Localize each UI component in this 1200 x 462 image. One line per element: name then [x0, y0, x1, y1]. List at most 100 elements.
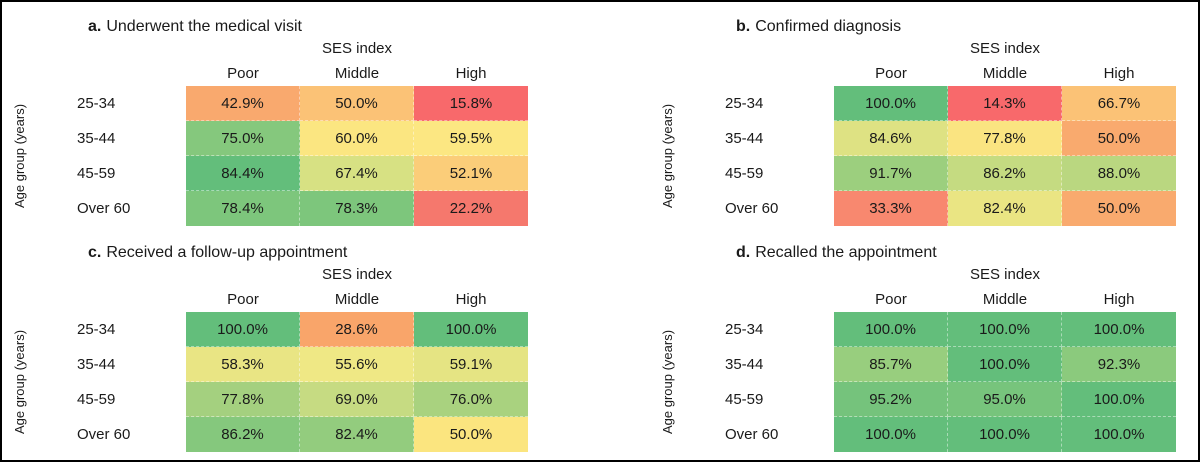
heatmap-cell: 100.0% — [948, 312, 1062, 347]
heatmap-cell: 100.0% — [186, 312, 300, 347]
heatmap-cell: 100.0% — [834, 86, 948, 121]
panel-title-text: Underwent the medical visit — [106, 18, 302, 35]
heatmap-cell: 22.2% — [414, 191, 528, 226]
heatmap-row: 35-44 85.7% 100.0% 92.3% — [686, 347, 1198, 382]
heatmap-cell: 58.3% — [186, 347, 300, 382]
heatmap-cell: 100.0% — [414, 312, 528, 347]
heatmap-cell: 100.0% — [1062, 312, 1176, 347]
ses-index-label: SES index — [321, 40, 393, 57]
column-header-high: High — [1103, 291, 1135, 308]
panel-d: Age group (years) d. Recalled the appointm… — [650, 228, 1198, 460]
heatmap-cell: 82.4% — [300, 417, 414, 452]
row-label: 25-34 — [77, 321, 116, 338]
heatmap-cell: 100.0% — [948, 347, 1062, 382]
heatmap-cell: 59.5% — [414, 121, 528, 156]
heatmap-cell: 76.0% — [414, 382, 528, 417]
heatmap-row: Over 60 78.4% 78.3% 22.2% — [38, 191, 650, 226]
column-header-high: High — [455, 291, 487, 308]
row-label: 35-44 — [725, 130, 764, 147]
heatmap-cell: 85.7% — [834, 347, 948, 382]
heatmap-row: 45-59 77.8% 69.0% 76.0% — [38, 382, 650, 417]
heatmap-cell: 95.2% — [834, 382, 948, 417]
heatmap-row: 35-44 58.3% 55.6% 59.1% — [38, 347, 650, 382]
y-axis-label: Age group (years) — [660, 329, 675, 435]
heatmap-cell: 86.2% — [948, 156, 1062, 191]
ses-index-label: SES index — [969, 266, 1041, 283]
heatmap-cell: 77.8% — [186, 382, 300, 417]
column-header-poor: Poor — [875, 65, 907, 82]
row-label: 25-34 — [725, 321, 764, 338]
row-label: Over 60 — [77, 426, 131, 443]
column-header-middle: Middle — [334, 291, 380, 308]
column-header-row: Poor Middle High — [38, 60, 650, 86]
column-header-row: Poor Middle High — [686, 286, 1198, 312]
panel-letter: b. — [736, 18, 751, 35]
y-axis-label: Age group (years) — [12, 103, 27, 209]
column-header-middle: Middle — [334, 65, 380, 82]
row-label: Over 60 — [725, 426, 779, 443]
row-label: 45-59 — [725, 391, 764, 408]
heatmap-cell: 75.0% — [186, 121, 300, 156]
row-label: 45-59 — [725, 165, 764, 182]
ses-header-row: SES index — [686, 38, 1198, 60]
panel-title-text: Recalled the appointment — [755, 244, 937, 261]
heatmap-cell: 92.3% — [1062, 347, 1176, 382]
panel-title: c. Received a follow-up appointment — [88, 242, 650, 264]
heatmap-cell: 14.3% — [948, 86, 1062, 121]
heatmap-row: 45-59 95.2% 95.0% 100.0% — [686, 382, 1198, 417]
heatmap-cell: 100.0% — [948, 417, 1062, 452]
panel-title: d. Recalled the appointment — [736, 242, 1198, 264]
row-label: 25-34 — [77, 95, 116, 112]
heatmap-cell: 50.0% — [300, 86, 414, 121]
heatmap-row: 25-34 100.0% 14.3% 66.7% — [686, 86, 1198, 121]
column-header-high: High — [455, 65, 487, 82]
row-label: Over 60 — [77, 200, 131, 217]
row-label: 45-59 — [77, 165, 116, 182]
column-header-high: High — [1103, 65, 1135, 82]
panel-title-text: Confirmed diagnosis — [755, 18, 902, 35]
heatmap-cell: 77.8% — [948, 121, 1062, 156]
heatmap-cell: 28.6% — [300, 312, 414, 347]
heatmap-cell: 50.0% — [1062, 191, 1176, 226]
panel-title: b. Confirmed diagnosis — [736, 16, 1198, 38]
heatmap-row: 35-44 75.0% 60.0% 59.5% — [38, 121, 650, 156]
heatmap-cell: 33.3% — [834, 191, 948, 226]
heatmap-cell: 78.3% — [300, 191, 414, 226]
panel-a: Age group (years) a. Underwent the medical… — [2, 2, 650, 228]
heatmap-cell: 86.2% — [186, 417, 300, 452]
row-label: Over 60 — [725, 200, 779, 217]
heatmap-row: 25-34 42.9% 50.0% 15.8% — [38, 86, 650, 121]
heatmap-cell: 84.4% — [186, 156, 300, 191]
row-label: 35-44 — [725, 356, 764, 373]
ses-header-row: SES index — [38, 264, 650, 286]
panel-c: Age group (years) c. Received a follow-up … — [2, 228, 650, 460]
heatmap-cell: 100.0% — [1062, 417, 1176, 452]
heatmap-cell: 59.1% — [414, 347, 528, 382]
heatmap-cell: 50.0% — [414, 417, 528, 452]
heatmap-cell: 95.0% — [948, 382, 1062, 417]
column-header-row: Poor Middle High — [38, 286, 650, 312]
heatmap-cell: 15.8% — [414, 86, 528, 121]
heatmap-row: Over 60 86.2% 82.4% 50.0% — [38, 417, 650, 452]
ses-header-row: SES index — [38, 38, 650, 60]
ses-index-label: SES index — [969, 40, 1041, 57]
heatmap-cell: 88.0% — [1062, 156, 1176, 191]
heatmap-cell: 69.0% — [300, 382, 414, 417]
panel-letter: c. — [88, 244, 102, 261]
heatmap-cell: 52.1% — [414, 156, 528, 191]
panel-letter: d. — [736, 244, 751, 261]
row-label: 35-44 — [77, 130, 116, 147]
panel-title-text: Received a follow-up appointment — [106, 244, 348, 261]
heatmap-row: 25-34 100.0% 100.0% 100.0% — [686, 312, 1198, 347]
heatmap-cell: 78.4% — [186, 191, 300, 226]
heatmap-cell: 50.0% — [1062, 121, 1176, 156]
row-label: 25-34 — [725, 95, 764, 112]
row-label: 35-44 — [77, 356, 116, 373]
column-header-poor: Poor — [227, 291, 259, 308]
column-header-middle: Middle — [982, 65, 1028, 82]
heatmap-cell: 42.9% — [186, 86, 300, 121]
panel-title: a. Underwent the medical visit — [88, 16, 650, 38]
heatmap-cell: 67.4% — [300, 156, 414, 191]
column-header-row: Poor Middle High — [686, 60, 1198, 86]
